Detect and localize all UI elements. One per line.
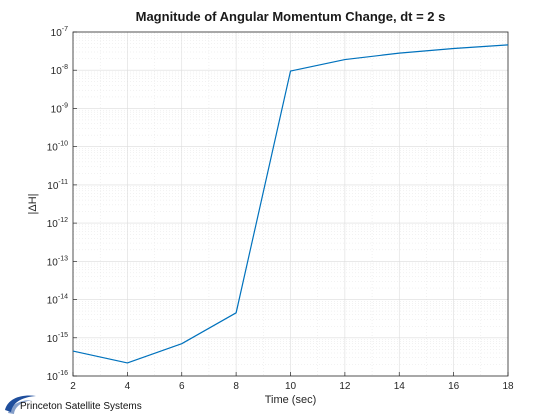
y-tick-label: 10-10 <box>47 141 68 154</box>
y-tick-label: 10-13 <box>47 255 68 268</box>
x-tick-label: 4 <box>125 381 131 392</box>
series-layer <box>72 44 509 364</box>
y-tick-label: 10-16 <box>47 370 68 383</box>
x-axis-label: Time (sec) <box>265 394 317 406</box>
y-tick-label: 10-11 <box>47 179 68 192</box>
x-tick-label: 18 <box>502 381 514 392</box>
x-tick-label: 2 <box>70 381 76 392</box>
y-tick-label: 10-12 <box>47 217 68 230</box>
y-tick-label: 10-15 <box>47 332 68 345</box>
logo-text: Princeton Satellite Systems <box>20 401 142 412</box>
x-tick-label: 12 <box>339 381 351 392</box>
x-tick-label: 10 <box>285 381 297 392</box>
chart-title: Magnitude of Angular Momentum Change, dt… <box>136 9 446 24</box>
y-tick-label: 10-9 <box>51 102 68 115</box>
y-tick-label: 10-7 <box>51 26 68 39</box>
x-tick-label: 16 <box>448 381 460 392</box>
y-axis-label: |ΔH| <box>27 193 39 214</box>
y-tick-label: 10-8 <box>51 64 68 77</box>
company-logo: Princeton Satellite Systems <box>2 392 172 418</box>
x-tick-label: 6 <box>179 381 185 392</box>
major-grid <box>73 32 508 376</box>
y-tick-label: 10-14 <box>47 294 68 307</box>
x-tick-label: 14 <box>394 381 406 392</box>
x-tick-label: 8 <box>233 381 239 392</box>
minor-grid <box>73 32 508 376</box>
axis-ticks: 2 4 6 8 10 12 14 16 18 10-16 10-15 10-14 10-13 10-12 1… <box>47 26 514 392</box>
logo-swoosh-icon <box>5 395 36 414</box>
